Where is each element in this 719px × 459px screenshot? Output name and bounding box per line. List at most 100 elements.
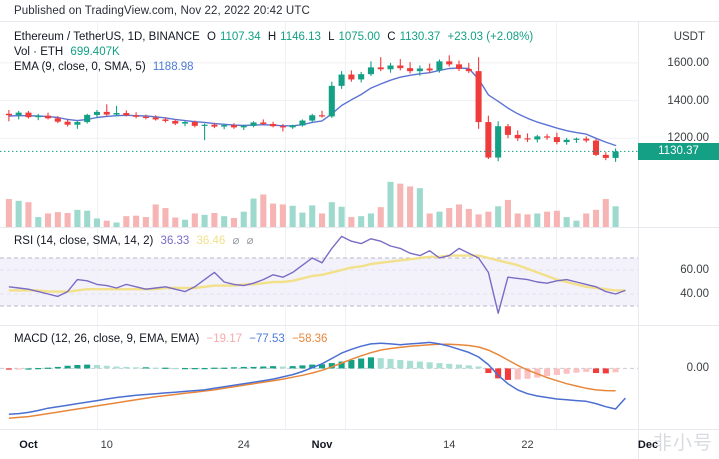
published-bar: Published on TradingView.com, Nov 22, 20… [0,0,719,22]
macd-line-value: −77.53 [249,333,285,345]
price-axis-unit: USDT [673,31,705,43]
candle-body [397,65,404,69]
volume-bar [465,208,472,227]
volume-bar [544,211,551,227]
macd-histogram-bar [338,361,345,369]
volume-bar [602,199,609,227]
candle-body [25,112,32,118]
volume-bar [152,204,159,227]
candle-body [123,113,130,116]
candle-body [230,125,237,128]
macd-histogram-bar [230,367,237,369]
ohlc-high-value: 1146.13 [280,31,321,43]
macd-histogram-bar [465,365,472,369]
macd-histogram-bar [309,364,316,369]
volume-bar [25,202,32,227]
rsi-axis-tick: 60.00 [680,264,709,276]
price-axis-tick: 1400.00 [667,94,709,107]
volume-bar [367,213,374,227]
volume-bar [240,211,247,227]
volume-bar [54,212,61,227]
price-axis[interactable]: USDT 1600.00 1400.00 1200.00 [638,22,719,227]
macd-histogram-bar [289,366,296,369]
rsi-plot-area[interactable] [0,228,638,325]
macd-histogram-bar [485,368,492,374]
ohlc-close-value: 1130.37 [399,31,441,43]
price-plot-area[interactable] [0,22,638,227]
volume-bar [74,209,81,227]
ohlc-low-value: 1075.00 [338,31,381,43]
volume-bar [436,211,443,227]
candle-body [54,118,61,122]
volume-bar [377,207,384,227]
macd-histogram-bar [504,368,511,380]
volume-bar [455,204,463,227]
ohlc-change-value: +23.03 (+2.08%) [447,31,534,43]
rsi-axis[interactable]: 60.00 40.00 [638,228,719,325]
time-axis-label: 24 [237,439,250,451]
macd-plot-area[interactable] [0,326,638,429]
macd-histogram-bar [348,360,355,369]
volume-bar [191,213,198,227]
macd-histogram-bar [64,365,71,369]
macd-histogram-bar [84,364,91,369]
volume-bar [279,204,286,227]
price-pane: USDT 1600.00 1400.00 1200.00 [0,22,719,228]
time-axis-label: Oct [19,439,38,451]
macd-histogram-bar [93,364,100,369]
macd-line [8,341,626,416]
volume-bar [475,214,482,227]
volume-bar [289,205,296,227]
volume-bar [5,199,12,227]
macd-histogram-bar [270,366,277,369]
candle-body [93,111,100,115]
ema-label: EMA (9, close, 0, SMA, 5) [14,61,146,73]
candle-body [74,122,81,125]
macd-axis[interactable]: 0.00 [638,326,719,429]
candle-body [465,68,472,72]
volume-bar [426,213,433,227]
macd-histogram-bar [15,368,22,370]
rsi-pane: 60.00 40.00 [0,228,719,326]
volume-bar [407,186,414,227]
macd-legend: MACD (12, 26, close, 9, EMA, EMA) −19.17… [14,333,331,345]
rsi-band [0,258,638,306]
published-text: Published on TradingView.com, Nov 22, 20… [14,4,310,17]
ohlc-low-label: L [328,31,335,43]
rsi-svg [0,228,638,325]
time-axis-label: Nov [311,439,333,451]
rsi-extra-1-icon: ⌀ [232,235,240,247]
macd-histogram-bar [416,361,423,369]
macd-histogram-bar [602,368,609,374]
volume-bar [387,181,394,227]
macd-axis-tick: 0.00 [686,362,709,375]
macd-histogram-bar [103,365,110,369]
volume-bar [563,217,570,227]
volume-bar [270,203,277,227]
volume-bar [504,199,511,227]
macd-histogram-bar [377,358,384,369]
macd-histogram-bar [142,367,149,369]
price-axis-tick: 1600.00 [667,56,709,69]
time-axis[interactable]: Oct 10 24 Nov 14 22 Dec [0,430,719,459]
candle-body [309,115,316,121]
macd-signal-value: −58.36 [291,333,328,345]
volume-bar [64,213,71,227]
volume-bar [133,215,140,227]
candle-body [289,125,296,128]
candle-body [35,115,42,118]
time-axis-label: 14 [443,439,456,451]
macd-pane: 0.00 [0,326,719,430]
candle-body [455,64,463,69]
macd-histogram-bar [328,363,335,369]
macd-signal-line [8,343,616,419]
macd-histogram-bar [495,368,502,379]
candle-body [103,111,110,115]
candle-body [5,113,12,116]
last-price-badge[interactable]: 1130.37 [638,142,719,160]
macd-histogram-bar [475,366,482,369]
candle-body [64,121,71,125]
candle-body [201,124,208,126]
volume-value: 699.407K [70,46,120,58]
volume-bar [142,217,149,227]
